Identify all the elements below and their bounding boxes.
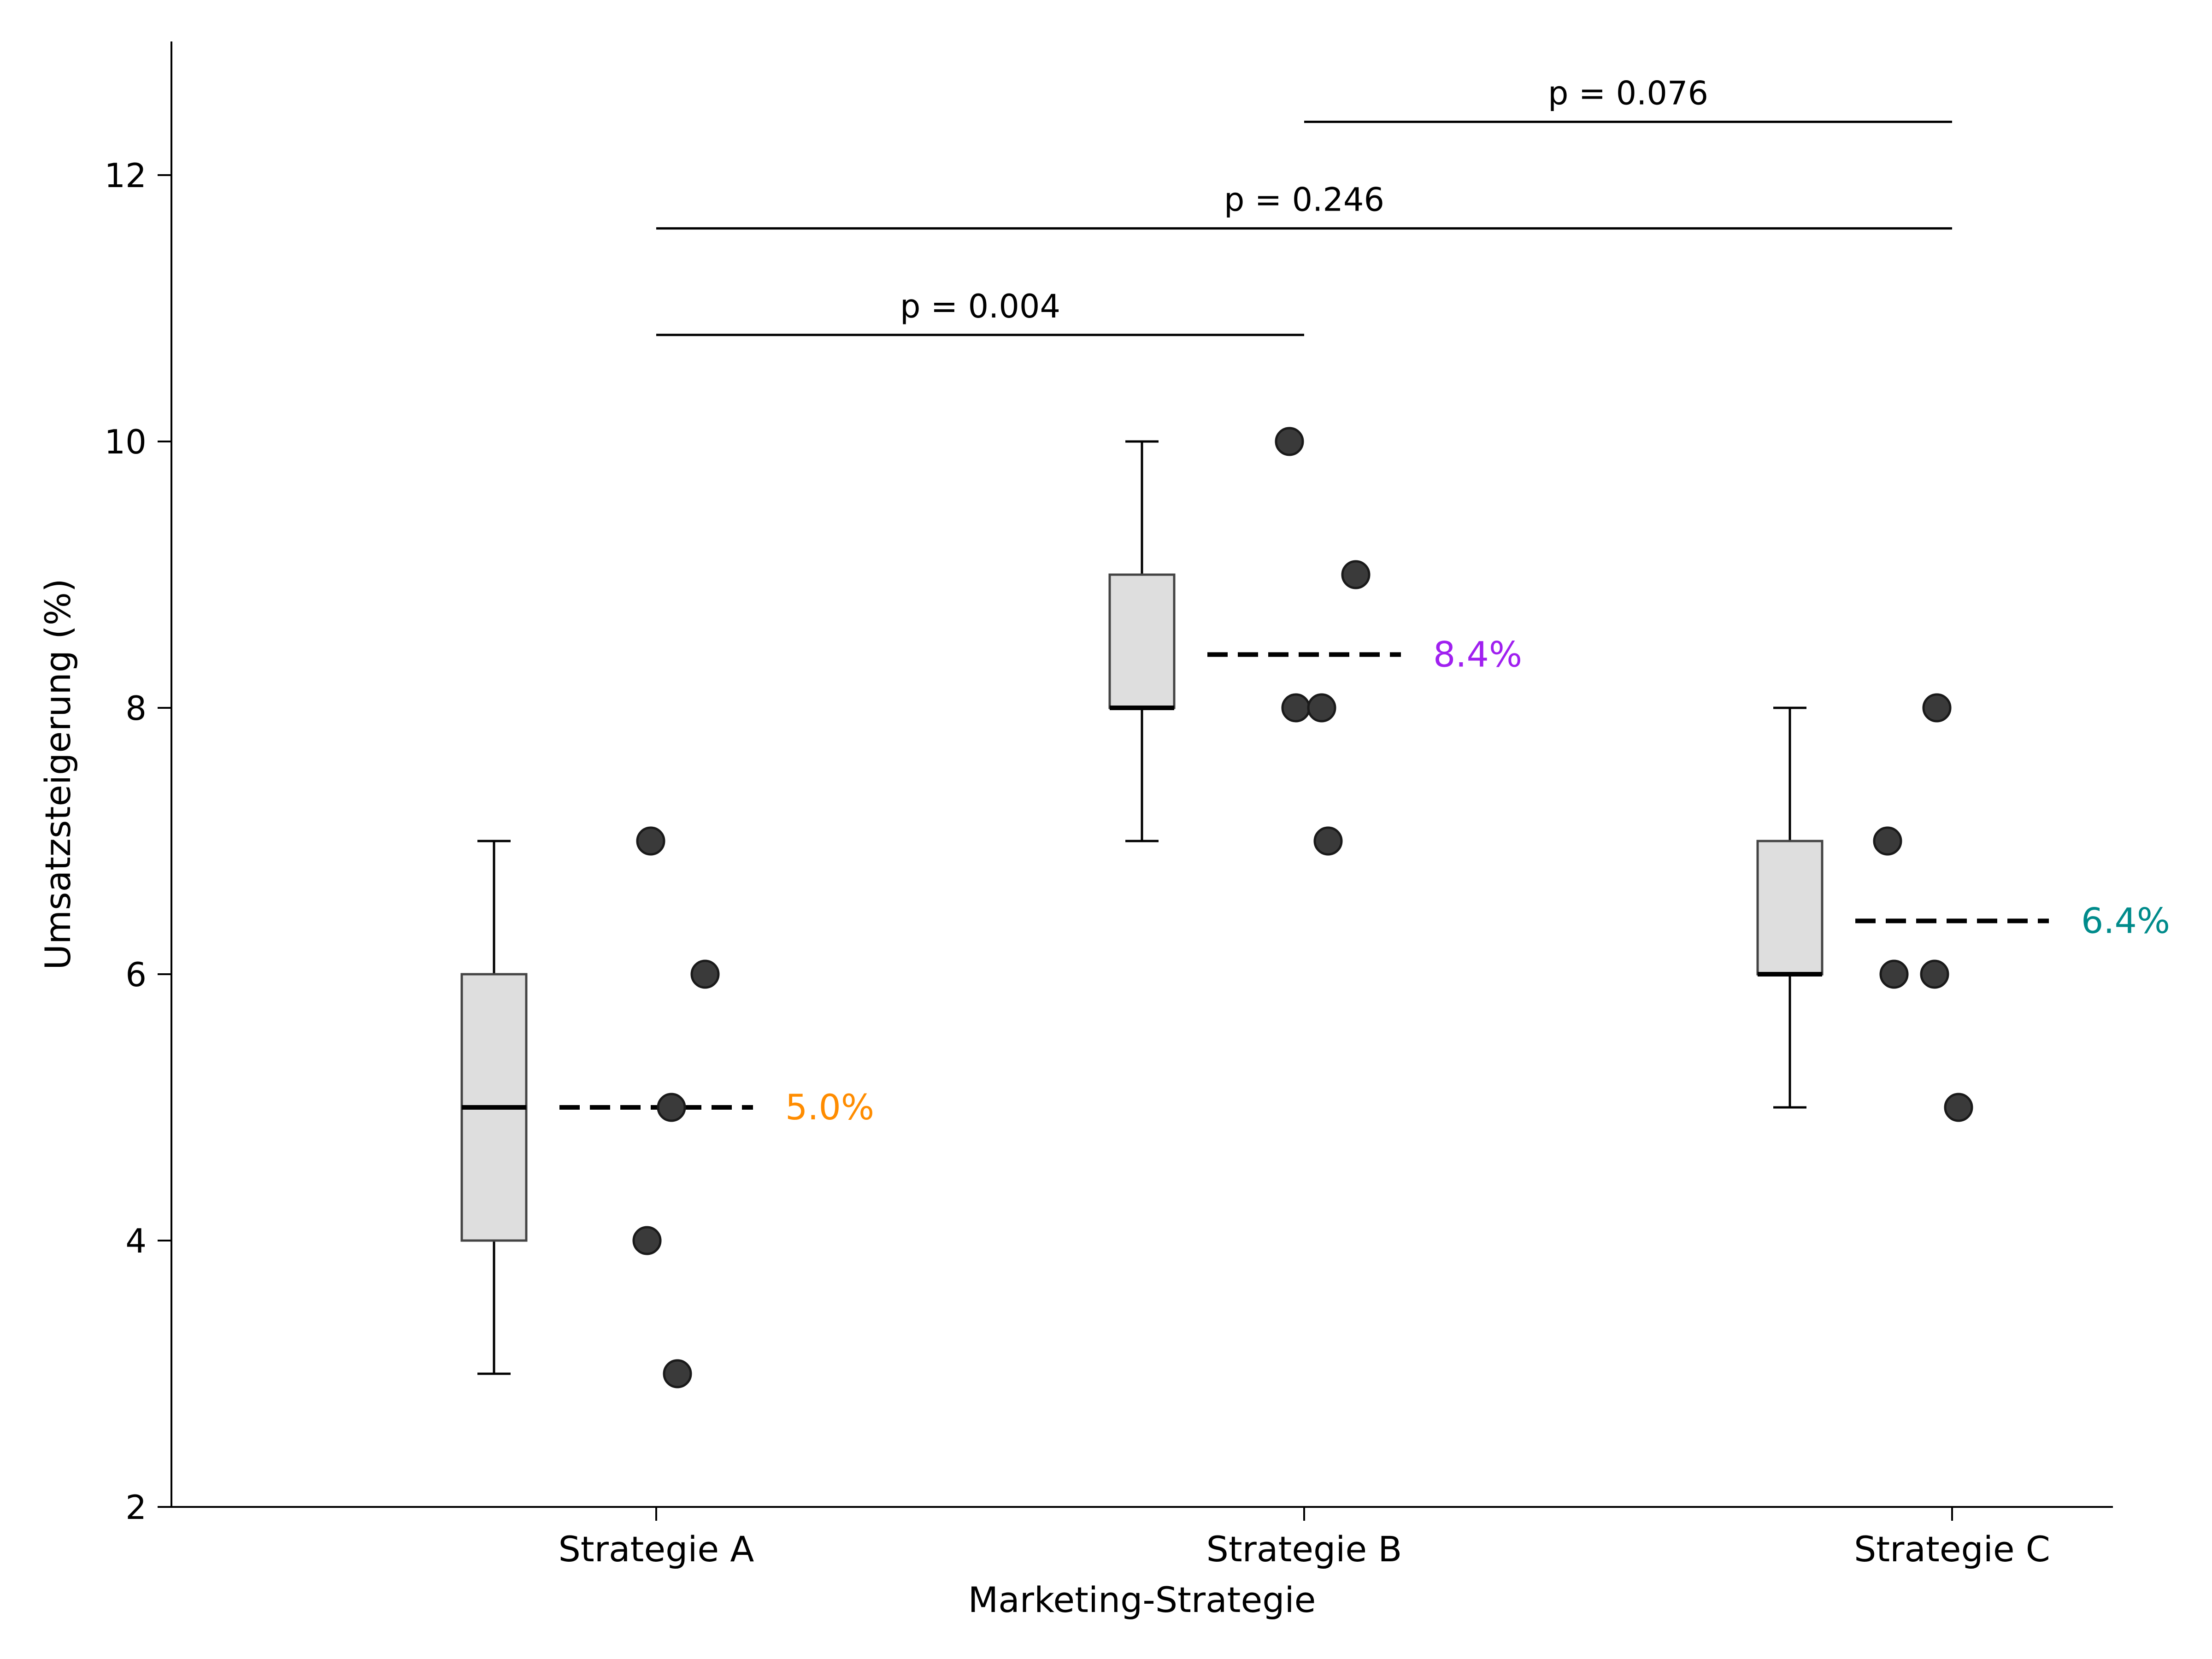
box-group — [1108, 440, 1176, 842]
y-tick-label: 4 — [125, 1222, 147, 1260]
interquartile-box — [1756, 840, 1824, 976]
data-point — [632, 1226, 662, 1255]
box-plot-groups — [460, 440, 1824, 1375]
y-tick-label: 6 — [125, 955, 147, 994]
data-point — [1944, 1093, 1973, 1122]
data-point — [1879, 959, 1909, 989]
mean-label: 5.0% — [785, 1087, 874, 1128]
mean-label: 6.4% — [2081, 900, 2170, 941]
p-value-label: p = 0.076 — [1548, 74, 1708, 112]
y-tick-label: 8 — [125, 689, 147, 728]
significance-brackets: p = 0.004 p = 0.246 p = 0.076 — [656, 74, 1952, 336]
data-point — [1281, 693, 1311, 723]
data-point — [636, 826, 665, 856]
mean-markers: 5.0% 8.4% 6.4% — [559, 634, 2170, 1128]
data-point — [1873, 826, 1902, 856]
data-point — [690, 959, 720, 989]
box-group — [1756, 706, 1824, 1109]
p-value-label: p = 0.246 — [1224, 181, 1384, 219]
x-tick-label: Strategie C — [1854, 1529, 2050, 1570]
data-point — [1922, 693, 1952, 723]
x-tick-label: Strategie B — [1206, 1529, 1402, 1570]
data-point — [1341, 560, 1371, 589]
x-tick-label: Strategie A — [559, 1529, 754, 1570]
p-value-label: p = 0.004 — [900, 288, 1060, 325]
x-axis-ticks: Strategie A Strategie B Strategie C — [559, 1507, 2050, 1570]
data-point — [657, 1093, 686, 1122]
axes — [171, 41, 2113, 1508]
x-axis-label: Marketing-Strategie — [968, 1579, 1316, 1620]
y-axis-label: Umsatzsteigerung (%) — [37, 578, 78, 970]
data-points — [632, 427, 1973, 1388]
y-tick-label: 2 — [125, 1488, 147, 1527]
y-tick-label: 12 — [104, 156, 147, 195]
data-point — [1275, 427, 1304, 456]
data-point — [1920, 959, 1949, 989]
y-tick-label: 10 — [104, 423, 147, 461]
mean-label: 8.4% — [1433, 634, 1522, 675]
data-point — [663, 1359, 692, 1388]
data-point — [1313, 826, 1343, 856]
box-group — [460, 840, 528, 1375]
interquartile-box — [1108, 573, 1176, 709]
data-point — [1307, 693, 1336, 723]
y-axis-ticks: 2 4 6 8 10 12 — [104, 156, 171, 1527]
